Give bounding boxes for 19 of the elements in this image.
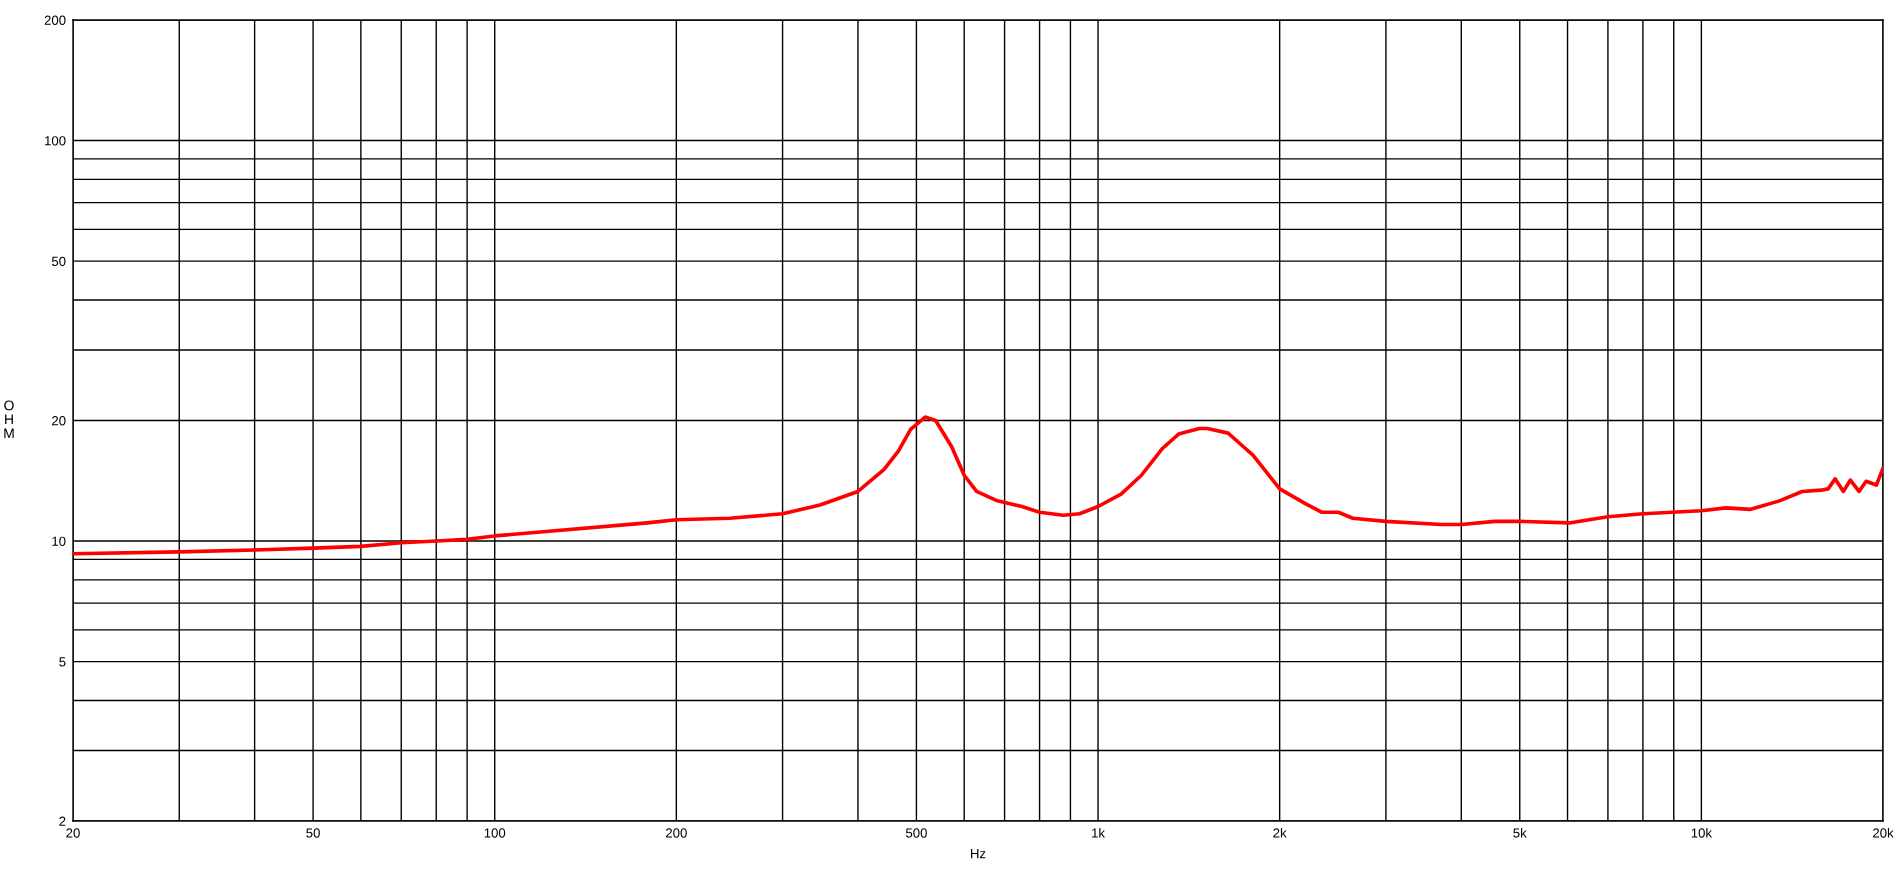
x-tick-label: 10k xyxy=(1691,827,1713,838)
y-tick-label: 100 xyxy=(45,136,66,146)
x-tick-label: 20k xyxy=(1873,827,1894,838)
x-tick-label: 5k xyxy=(1513,827,1527,838)
x-tick-label: 1k xyxy=(1092,827,1106,838)
x-axis-title: Hz xyxy=(971,849,986,859)
x-tick-label: 20 xyxy=(66,828,80,838)
y-tick-label: 20 xyxy=(52,416,66,426)
y-tick-label: 10 xyxy=(52,536,66,546)
y-tick-label: 5 xyxy=(59,657,66,667)
x-tick-label: 2k xyxy=(1273,827,1287,838)
y-tick-label: 200 xyxy=(44,15,66,25)
x-tick-label: 500 xyxy=(905,828,927,838)
x-tick-label: 100 xyxy=(484,828,506,838)
x-tick-label: 50 xyxy=(306,828,320,838)
y-tick-label: 2 xyxy=(59,816,66,826)
y-tick-label: 50 xyxy=(51,256,66,267)
x-tick-label: 200 xyxy=(665,828,687,838)
y-axis-title: OHM xyxy=(4,400,14,439)
